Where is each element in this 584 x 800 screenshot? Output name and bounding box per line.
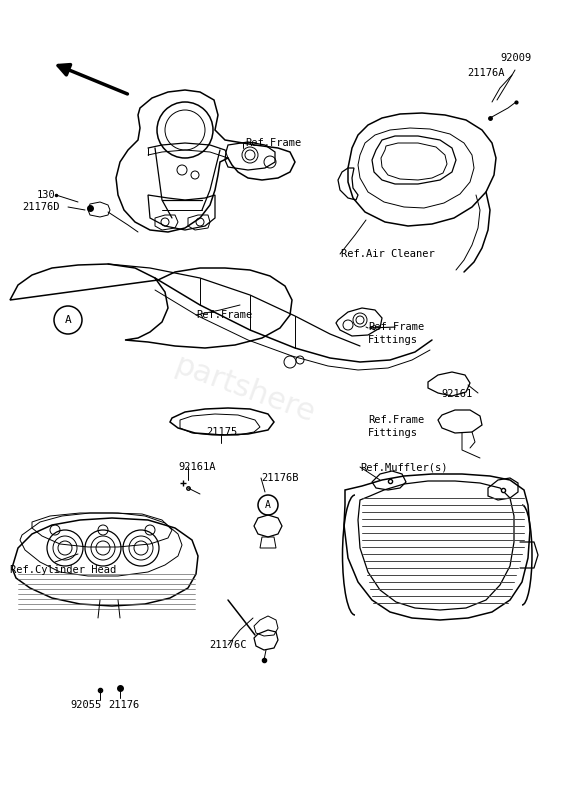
Text: 21176A: 21176A — [467, 68, 505, 78]
Text: 21176D: 21176D — [22, 202, 60, 212]
Text: Ref.Frame: Ref.Frame — [368, 415, 424, 425]
Text: Ref.Frame: Ref.Frame — [368, 322, 424, 332]
Text: 130: 130 — [37, 190, 55, 200]
Text: Ref.Frame: Ref.Frame — [196, 310, 252, 320]
Text: 21175: 21175 — [206, 427, 238, 437]
Text: Fittings: Fittings — [368, 428, 418, 438]
Text: 92161A: 92161A — [178, 462, 215, 472]
Text: partshere: partshere — [171, 351, 319, 429]
Text: 92161: 92161 — [441, 389, 472, 399]
Text: A: A — [65, 315, 71, 325]
Text: 21176C: 21176C — [209, 640, 247, 650]
Text: Ref.Frame: Ref.Frame — [245, 138, 301, 148]
Text: 92009: 92009 — [500, 53, 531, 63]
Text: A: A — [265, 500, 271, 510]
Text: 21176: 21176 — [108, 700, 139, 710]
Text: Ref.Muffler(s): Ref.Muffler(s) — [360, 462, 447, 472]
Text: Ref.Air Cleaner: Ref.Air Cleaner — [341, 249, 434, 259]
Text: 92055: 92055 — [70, 700, 101, 710]
Text: 21176B: 21176B — [261, 473, 298, 483]
Text: Fittings: Fittings — [368, 335, 418, 345]
Text: Ref.Cylinder Head: Ref.Cylinder Head — [10, 565, 116, 575]
